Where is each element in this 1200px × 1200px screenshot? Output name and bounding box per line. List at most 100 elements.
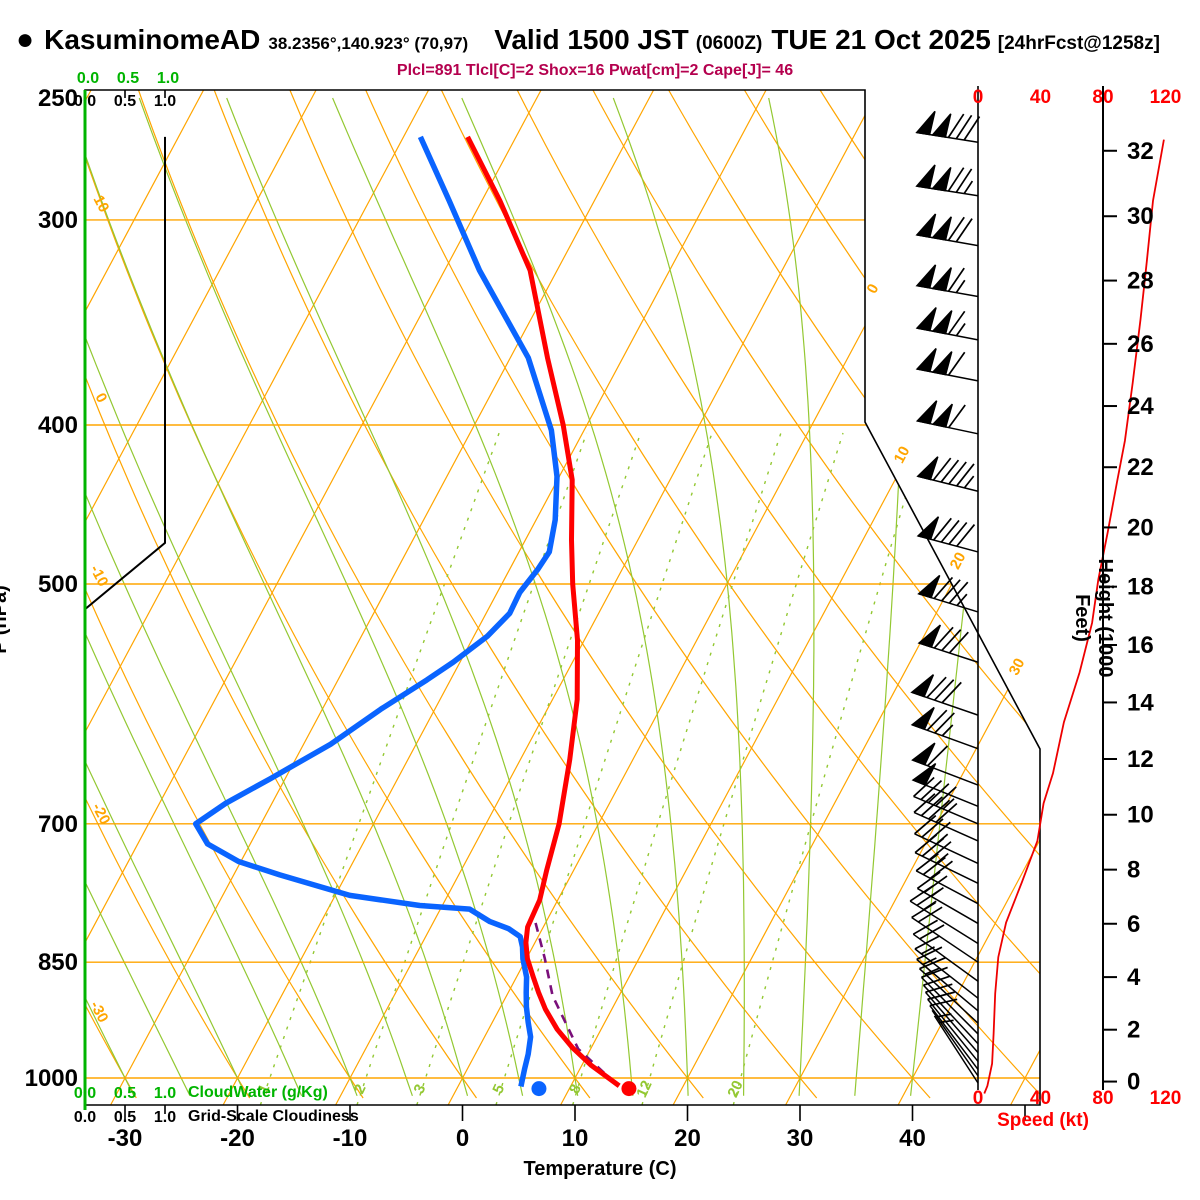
wind-barb (927, 991, 979, 1062)
pressure-tick-label: 700 (38, 811, 78, 838)
station-bullet-icon: ● (16, 23, 35, 56)
pressure-tick-label: 250 (38, 85, 78, 112)
cloudiness-scale-label: 1.0 (154, 1109, 176, 1126)
wind-barb (910, 674, 979, 716)
height-tick-label: 12 (1127, 746, 1154, 773)
wind-barb (915, 852, 979, 905)
mixing-ratio-label: 20 (724, 1078, 746, 1100)
forecast-run-info: [24hrFcst@1258z] (997, 33, 1160, 54)
cloudiness-curve (84, 136, 166, 1100)
wind-barb (915, 164, 979, 197)
temperature-tick-label: 20 (674, 1125, 701, 1152)
wind-barb (915, 348, 979, 382)
cloudiness-scale-label: 1.0 (154, 93, 176, 110)
wind-barb (933, 1015, 979, 1084)
cloudiness-scale-label: 0.0 (74, 1109, 96, 1126)
temperature-tick-label: -10 (333, 1125, 368, 1152)
dry-adiabat-label: 10 (90, 193, 113, 216)
wind-barb (912, 919, 979, 982)
height-tick-label: 22 (1127, 454, 1154, 481)
station-coordinates: 38.2356°,140.923° (70,97) (268, 34, 469, 53)
wind-barb (915, 213, 979, 247)
dry-adiabat-label: 0 (92, 390, 111, 405)
station-name: KasuminomeAD (44, 24, 261, 55)
temperature-tick-label: 40 (899, 1125, 926, 1152)
temperature-axis-title: Temperature (C) (523, 1158, 677, 1180)
temperature-tick-labels: -30 -20 -10 0 10 20 30 40 (108, 1125, 926, 1152)
speed-tick-label: 0 (973, 87, 984, 108)
mixing-ratio-label: 3 (410, 1082, 429, 1097)
wind-barb (911, 762, 979, 807)
wind-barb (911, 742, 979, 786)
cloudwater-scale-label: 0.5 (117, 70, 139, 87)
cloudwater-scale-label: 1.0 (154, 1085, 176, 1102)
wind-barb (920, 966, 979, 1035)
pressure-tick-label: 850 (38, 949, 78, 976)
speed-tick-label: 120 (1150, 87, 1182, 108)
isobar-grid (85, 219, 1040, 1079)
cloudwater-legend: CloudWater (g/Kg) (188, 1084, 328, 1101)
wind-barb (917, 574, 979, 613)
pressure-tick-label: 300 (38, 207, 78, 234)
wind-barb (914, 834, 979, 885)
surface-dewpoint-dot (531, 1081, 547, 1097)
temperature-tick-label: 30 (787, 1125, 814, 1152)
isotherm-label: 30 (1006, 656, 1029, 679)
wind-barb (914, 935, 979, 999)
wind-barb (917, 624, 979, 663)
wind-barb (912, 776, 979, 825)
height-tick-label: 2 (1127, 1017, 1140, 1044)
cloudwater-scale-label: 0.0 (77, 70, 99, 87)
cloudiness-scale-label: 0.5 (114, 93, 136, 110)
wind-barb (916, 456, 979, 493)
height-tick-label: 30 (1127, 203, 1154, 230)
speed-tick-label: 120 (1150, 1088, 1182, 1109)
background-grids (85, 90, 1040, 1105)
height-tick-label: 6 (1127, 911, 1140, 938)
isotherm-label: 20 (947, 550, 970, 573)
temperature-tick-label: 0 (456, 1125, 469, 1152)
speed-tick-label: 40 (1030, 87, 1051, 108)
pressure-tick-label: 1000 (25, 1065, 78, 1092)
temperature-tick-label: -20 (220, 1125, 255, 1152)
surface-temperature-dot (621, 1081, 637, 1097)
height-tick-label: 24 (1127, 393, 1154, 420)
temperature-tick-label: 10 (562, 1125, 589, 1152)
valid-time: Valid 1500 JST (494, 24, 689, 55)
height-tick-label: 10 (1127, 802, 1154, 829)
height-tick-label: 0 (1127, 1069, 1140, 1096)
temperature-curve (465, 135, 621, 1088)
dry-adiabat-label: -10 (86, 562, 111, 589)
isotherm-label: 10 (891, 444, 914, 467)
wind-barb (911, 901, 979, 963)
height-tick-label: 4 (1127, 964, 1141, 991)
plot-frame (84, 89, 1041, 1121)
cloudwater-scale-label: 0.5 (114, 1085, 136, 1102)
temperature-tick-label: -30 (108, 1125, 143, 1152)
wind-barb (915, 264, 979, 298)
moist-adiabat-grid (85, 97, 1014, 1097)
isotherm-grid (85, 90, 1040, 1105)
valid-date: TUE 21 Oct 2025 (771, 24, 991, 55)
mixing-ratio-label: 2 (351, 1082, 370, 1097)
height-axis-title: Height (1000 Feet) (1071, 558, 1116, 678)
cloud-scale-labels: 0.00.00.00.00.50.50.50.51.01.01.01.0 (74, 70, 179, 1126)
height-tick-label: 8 (1127, 857, 1140, 884)
speed-tick-label: 80 (1092, 1088, 1113, 1109)
pressure-tick-label: 500 (38, 571, 78, 598)
wind-barb (916, 516, 979, 553)
pressure-tick-label: 400 (38, 412, 78, 439)
mixing-ratio-label: 12 (633, 1078, 655, 1100)
height-tick-label: 16 (1127, 632, 1154, 659)
title-bar: ● KasuminomeAD 38.2356°,140.923° (70,97)… (16, 24, 1160, 56)
speed-tick-label: 0 (973, 1088, 984, 1109)
pressure-tick-labels: 250 300 400 500 700 850 1000 (25, 85, 78, 1092)
height-tick-label: 18 (1127, 574, 1154, 601)
cloudiness-scale-label: 0.5 (114, 1109, 136, 1126)
dewpoint-curve (192, 135, 560, 1088)
wind-barb (931, 1009, 979, 1077)
speed-tick-label: 40 (1030, 1088, 1051, 1109)
